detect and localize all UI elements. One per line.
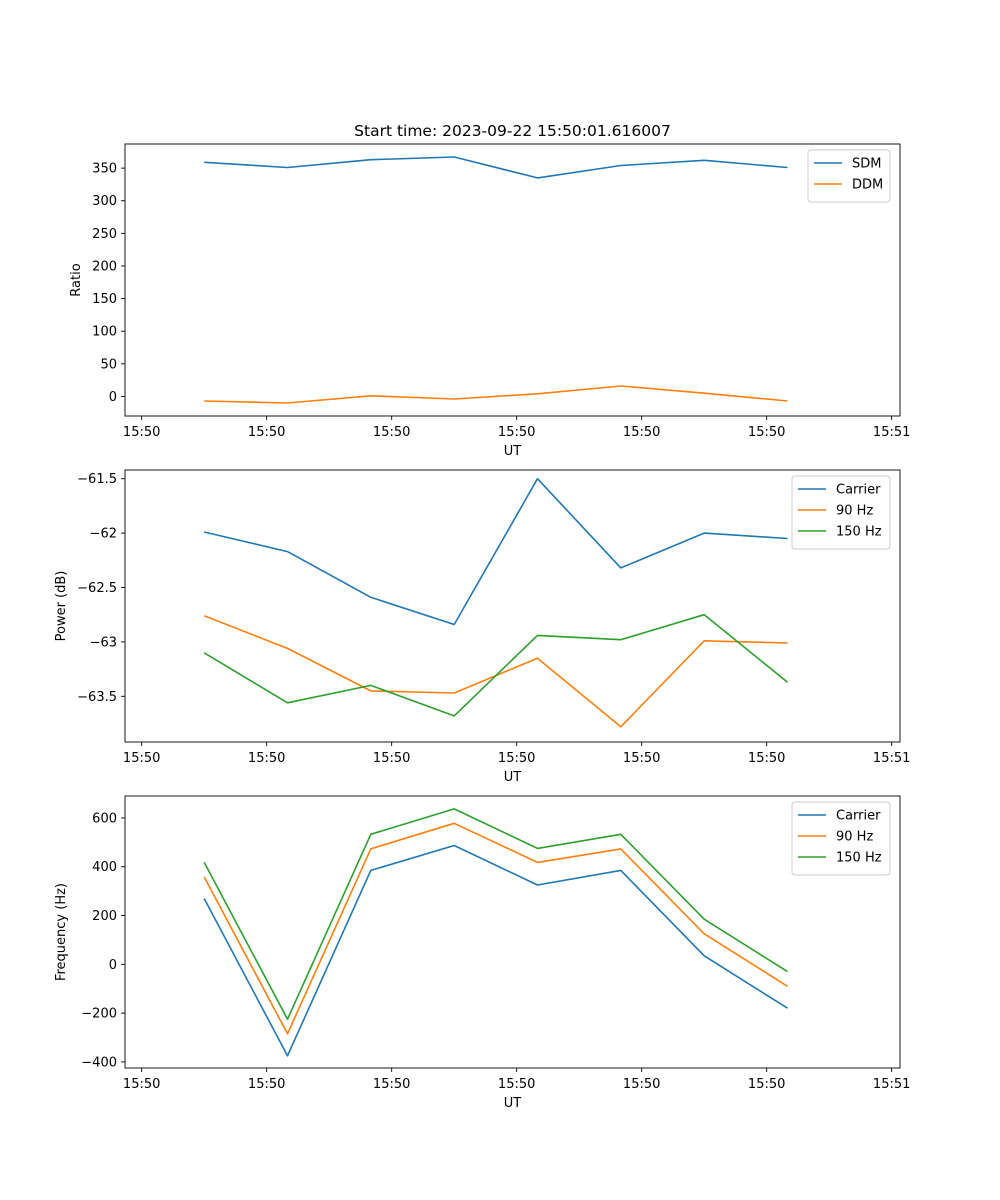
series-line-150-hz (203, 808, 788, 1021)
x-tick-label: 15:50 (623, 1077, 660, 1092)
y-tick-label: 350 (92, 162, 117, 177)
y-tick-label: −63.5 (77, 690, 117, 705)
x-tick-label: 15:50 (498, 1077, 535, 1092)
x-tick-label: 15:50 (373, 425, 410, 440)
x-tick-label: 15:50 (248, 751, 285, 766)
y-tick-label: 50 (100, 357, 117, 372)
x-tick-label: 15:50 (623, 425, 660, 440)
legend-label: 90 Hz (836, 504, 873, 519)
series-line-carrier (203, 844, 788, 1057)
x-axis-label: UT (504, 770, 522, 785)
legend-label: DDM (852, 178, 883, 193)
y-axis-label: Ratio (69, 263, 84, 296)
y-tick-label: 100 (92, 325, 117, 340)
series-line-ddm (204, 385, 788, 404)
x-tick-label: 15:50 (123, 751, 160, 766)
y-tick-label: 250 (92, 227, 117, 242)
panel-1: 15:50 15:50 15:50 15:50 15:50 15:50 15:51 0 50 10… (69, 143, 910, 459)
legend-label: 150 Hz (836, 525, 882, 540)
panel-3: 15:50 15:50 15:50 15:50 15:50 15:50 15:51 −400 −… (54, 795, 910, 1111)
x-tick-label: 15:50 (373, 751, 410, 766)
legend-label: 150 Hz (836, 851, 882, 866)
x-tick-label: 15:51 (873, 425, 910, 440)
x-tick-label: 15:50 (623, 751, 660, 766)
axes-frame (124, 795, 901, 1069)
y-tick-label: −62 (90, 527, 117, 542)
legend: Carrier 90 Hz 150 Hz (791, 475, 891, 550)
series-line-90-hz (203, 615, 788, 728)
y-tick-label: 200 (92, 259, 117, 274)
x-tick-label: 15:50 (123, 425, 160, 440)
y-tick-label: 600 (92, 811, 117, 826)
series-line-sdm (204, 156, 788, 179)
y-tick-label: −62.5 (77, 581, 117, 596)
y-tick-label: 0 (109, 390, 117, 405)
legend-label: 90 Hz (836, 830, 873, 845)
series-line-90-hz (203, 822, 788, 1035)
y-tick-label: 0 (109, 958, 117, 973)
axes-frame (124, 469, 901, 743)
y-axis-label: Power (dB) (54, 571, 69, 642)
axes-frame (124, 143, 901, 417)
x-tick-label: 15:50 (498, 751, 535, 766)
y-tick-label: −200 (81, 1007, 117, 1022)
y-tick-label: 300 (92, 194, 117, 209)
legend: Carrier 90 Hz 150 Hz (791, 801, 891, 876)
panel-2: 15:50 15:50 15:50 15:50 15:50 15:50 15:51 −63.5… (54, 469, 910, 785)
x-tick-label: 15:51 (873, 1077, 910, 1092)
y-tick-label: −63 (90, 635, 117, 650)
y-tick-label: 200 (92, 909, 117, 924)
x-axis-label: UT (504, 444, 522, 459)
legend-label: SDM (852, 157, 881, 172)
legend-label: Carrier (836, 809, 881, 824)
x-tick-label: 15:50 (373, 1077, 410, 1092)
y-tick-label: −61.5 (77, 472, 117, 487)
x-tick-label: 15:50 (748, 425, 785, 440)
x-tick-label: 15:50 (498, 425, 535, 440)
x-tick-label: 15:50 (748, 1077, 785, 1092)
x-tick-label: 15:51 (873, 751, 910, 766)
series-line-150-hz (203, 613, 789, 717)
legend: SDM DDM (807, 149, 891, 203)
y-axis-label: Frequency (Hz) (54, 883, 69, 981)
y-tick-label: 400 (92, 860, 117, 875)
figure-title: Start time: 2023-09-22 15:50:01.616007 (354, 122, 671, 140)
x-tick-label: 15:50 (123, 1077, 160, 1092)
y-tick-label: −400 (81, 1055, 117, 1070)
x-tick-label: 15:50 (748, 751, 785, 766)
x-tick-label: 15:50 (248, 1077, 285, 1092)
x-axis-label: UT (504, 1096, 522, 1111)
x-tick-label: 15:50 (248, 425, 285, 440)
y-tick-label: 150 (92, 292, 117, 307)
series-line-carrier (204, 477, 788, 626)
legend-label: Carrier (836, 483, 881, 498)
